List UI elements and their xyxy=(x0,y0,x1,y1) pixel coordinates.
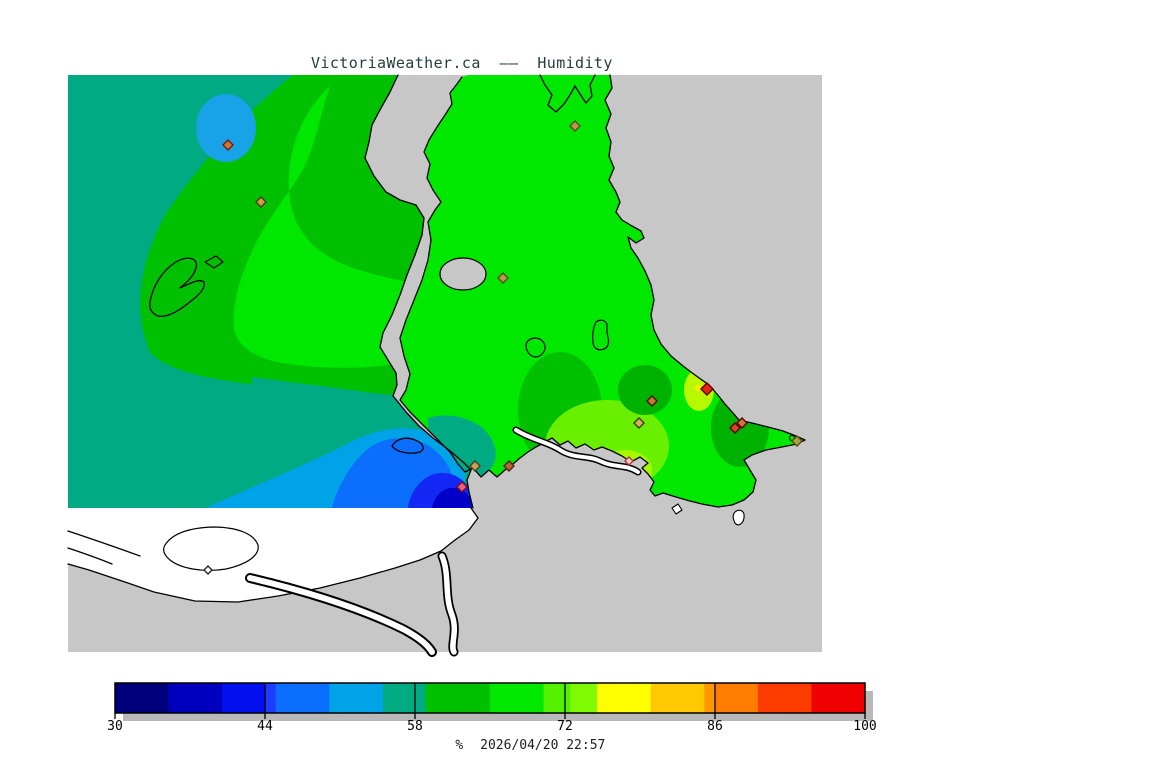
colorbar-segment xyxy=(597,683,652,713)
timestamp: 2026/04/20 22:57 xyxy=(480,738,606,753)
inlet-line-2 xyxy=(67,547,113,565)
colorbar-segment xyxy=(275,683,330,713)
coastline-west-mass xyxy=(364,74,474,509)
station-marker xyxy=(222,139,234,151)
colorbar-border xyxy=(114,682,866,714)
station-marker xyxy=(503,460,515,472)
colorbar-tick-label: 86 xyxy=(707,719,723,734)
coastline-island xyxy=(399,74,806,508)
island-outline-mid-1 xyxy=(525,337,546,358)
station-marker xyxy=(203,565,213,575)
station-marker xyxy=(469,460,481,472)
unit-label: % xyxy=(455,738,464,753)
strait-white-band xyxy=(68,508,478,602)
colorbar-segment xyxy=(265,683,277,713)
colorbar-segment xyxy=(811,683,866,713)
station-marker xyxy=(633,417,645,429)
contour-dark-green-a xyxy=(618,365,672,415)
contour-nw-blue-blob xyxy=(196,94,256,162)
contour-bright-green-west xyxy=(233,86,449,368)
station-marker xyxy=(736,417,748,429)
station-marker xyxy=(497,272,509,284)
channel-se-water xyxy=(439,553,458,655)
lake-outline-on-blue xyxy=(391,437,424,454)
island-outline-small-nw xyxy=(204,255,224,269)
station-marker xyxy=(569,120,581,132)
colorbar-segment xyxy=(168,683,223,713)
page-title: VictoriaWeather.ca —— Humidity xyxy=(311,54,613,72)
coastline-south-shore xyxy=(67,507,479,603)
colorbar-segment xyxy=(757,683,812,713)
colorbar-segment xyxy=(222,683,266,713)
colorbar-tick-label: 100 xyxy=(853,719,876,734)
station-marker xyxy=(791,435,803,447)
colorbar-segment xyxy=(425,683,491,713)
channel-w-water xyxy=(247,575,435,655)
island-white-blob xyxy=(163,526,259,572)
coastline-north-notch xyxy=(539,74,596,113)
inlet-line-1 xyxy=(67,530,141,557)
colorbar-segment xyxy=(543,683,571,713)
station-marker xyxy=(456,481,468,493)
contour-teal-wedge xyxy=(428,415,496,479)
colorbar-segment xyxy=(715,683,759,713)
colorbar-tick-label: 72 xyxy=(557,719,573,734)
colorbar-tick-label: 58 xyxy=(407,719,423,734)
colorbar-segment xyxy=(115,683,170,713)
tiny-island-1 xyxy=(671,503,683,515)
colorbar-tick-label: 30 xyxy=(107,719,123,734)
colorbar-tick-label: 44 xyxy=(257,719,273,734)
colorbar-segment xyxy=(329,683,384,713)
station-marker xyxy=(729,422,741,434)
colorbar-segment xyxy=(570,683,598,713)
station-marker xyxy=(700,382,714,396)
colorbar-segment xyxy=(382,683,427,713)
inlet-gray xyxy=(439,257,487,291)
station-marker xyxy=(255,196,267,208)
station-marker xyxy=(646,395,658,407)
island-outline-texada xyxy=(149,257,205,317)
contour-yellow-core xyxy=(694,384,702,392)
channel-esquimalt-water xyxy=(514,428,640,474)
colorbar-segment xyxy=(650,683,705,713)
island-outline-mid-2 xyxy=(592,319,610,351)
station-marker xyxy=(624,456,634,466)
tiny-island-2 xyxy=(732,509,745,526)
colorbar-segment xyxy=(490,683,545,713)
colorbar-segment xyxy=(704,683,716,713)
colorbar-caption: % 2026/04/20 22:57 xyxy=(424,723,605,768)
